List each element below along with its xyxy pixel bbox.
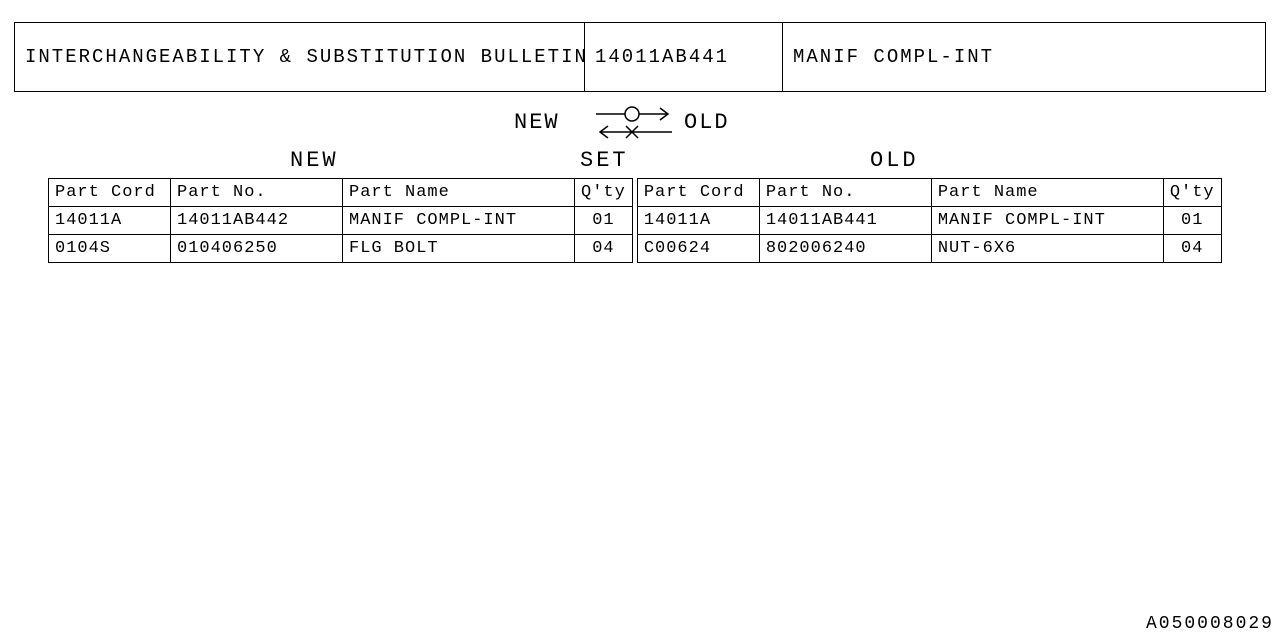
diagram-new-label: NEW [514,110,560,135]
new-name: MANIF COMPL-INT [343,207,575,235]
new-qty: 01 [575,207,633,235]
section-title-new: NEW [290,148,339,173]
new-qty: 04 [575,235,633,263]
table-row: C00624802006240NUT-6X604 [637,235,1221,263]
section-title-set: SET [580,148,629,173]
table-row: 0104S010406250FLG BOLT04 [49,235,633,263]
table-row: 14011A14011AB442MANIF COMPL-INT01 [49,207,633,235]
old-parts-table: Part Cord Part No. Part Name Q'ty 14011A… [637,178,1222,263]
col-header-no: Part No. [759,179,931,207]
col-header-qty: Q'ty [1163,179,1221,207]
document-number: A050008029 [1146,614,1274,634]
new-cord: 0104S [49,235,171,263]
table-header-row: Part Cord Part No. Part Name Q'ty [637,179,1221,207]
header-part-name: MANIF COMPL-INT [783,23,1265,91]
old-no: 802006240 [759,235,931,263]
col-header-name: Part Name [931,179,1163,207]
old-qty: 04 [1163,235,1221,263]
interchange-arrows-icon [592,104,676,144]
col-header-cord: Part Cord [49,179,171,207]
new-parts-table: Part Cord Part No. Part Name Q'ty 14011A… [48,178,633,263]
old-table-body: 14011A14011AB441MANIF COMPL-INT01C006248… [637,207,1221,263]
new-no: 010406250 [171,235,343,263]
new-name: FLG BOLT [343,235,575,263]
tables-wrap: Part Cord Part No. Part Name Q'ty 14011A… [48,178,1222,263]
col-header-name: Part Name [343,179,575,207]
old-cord: 14011A [637,207,759,235]
interchange-diagram: NEW OLD [514,104,744,148]
old-cord: C00624 [637,235,759,263]
old-name: NUT-6X6 [931,235,1163,263]
header-title: INTERCHANGEABILITY & SUBSTITUTION BULLET… [15,23,585,91]
table-row: 14011A14011AB441MANIF COMPL-INT01 [637,207,1221,235]
col-header-cord: Part Cord [637,179,759,207]
header-box: INTERCHANGEABILITY & SUBSTITUTION BULLET… [14,22,1266,92]
table-header-row: Part Cord Part No. Part Name Q'ty [49,179,633,207]
col-header-no: Part No. [171,179,343,207]
section-title-old: OLD [870,148,919,173]
old-no: 14011AB441 [759,207,931,235]
header-part-no: 14011AB441 [585,23,783,91]
old-name: MANIF COMPL-INT [931,207,1163,235]
new-table-body: 14011A14011AB442MANIF COMPL-INT010104S01… [49,207,633,263]
new-cord: 14011A [49,207,171,235]
col-header-qty: Q'ty [575,179,633,207]
old-qty: 01 [1163,207,1221,235]
diagram-old-label: OLD [684,110,730,135]
new-no: 14011AB442 [171,207,343,235]
